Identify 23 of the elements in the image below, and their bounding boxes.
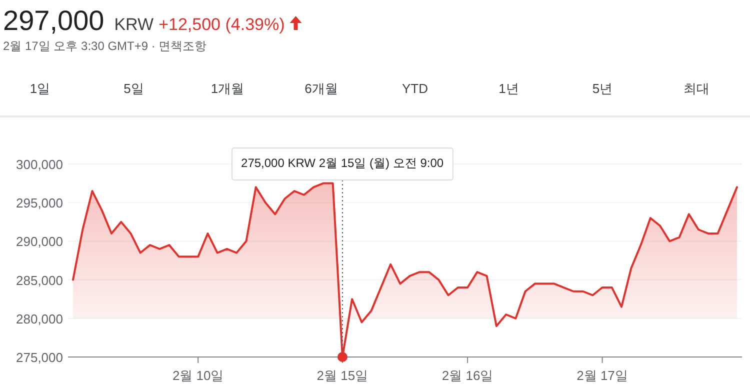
- chart-title: 297,000: [3, 5, 104, 36]
- y-tick-label: 280,000: [16, 311, 63, 326]
- text: YTD: [402, 81, 428, 96]
- text: 5년: [592, 81, 613, 96]
- chart-subtitle: 2월 17일 오후 3:30 GMT+9 · 면책조항: [3, 39, 207, 53]
- x-tick-label: 2월 17일: [576, 368, 628, 383]
- y-tick-label: 295,000: [16, 196, 63, 211]
- text: 5일: [124, 81, 144, 96]
- text: 1일: [30, 81, 50, 96]
- text: KRW: [114, 15, 154, 34]
- text: 1년: [498, 81, 519, 96]
- x-tick-label: 2월 10일: [172, 368, 224, 383]
- annotation: 275,000 KRW 2월 15일 (월) 오전 9:00: [241, 156, 444, 170]
- y-tick-label: 300,000: [16, 157, 63, 172]
- text: +12,500 (4.39%): [158, 15, 285, 34]
- x-tick-label: 2월 16일: [442, 368, 494, 383]
- text: 1개월: [210, 81, 244, 96]
- y-tick-label: 275,000: [16, 350, 63, 365]
- x-tick-label: 2월 15일: [316, 368, 368, 383]
- y-tick-label: 290,000: [16, 234, 63, 250]
- text: 6개월: [304, 81, 338, 96]
- y-tick-label: 285,000: [16, 272, 63, 288]
- text: 최대: [683, 81, 710, 96]
